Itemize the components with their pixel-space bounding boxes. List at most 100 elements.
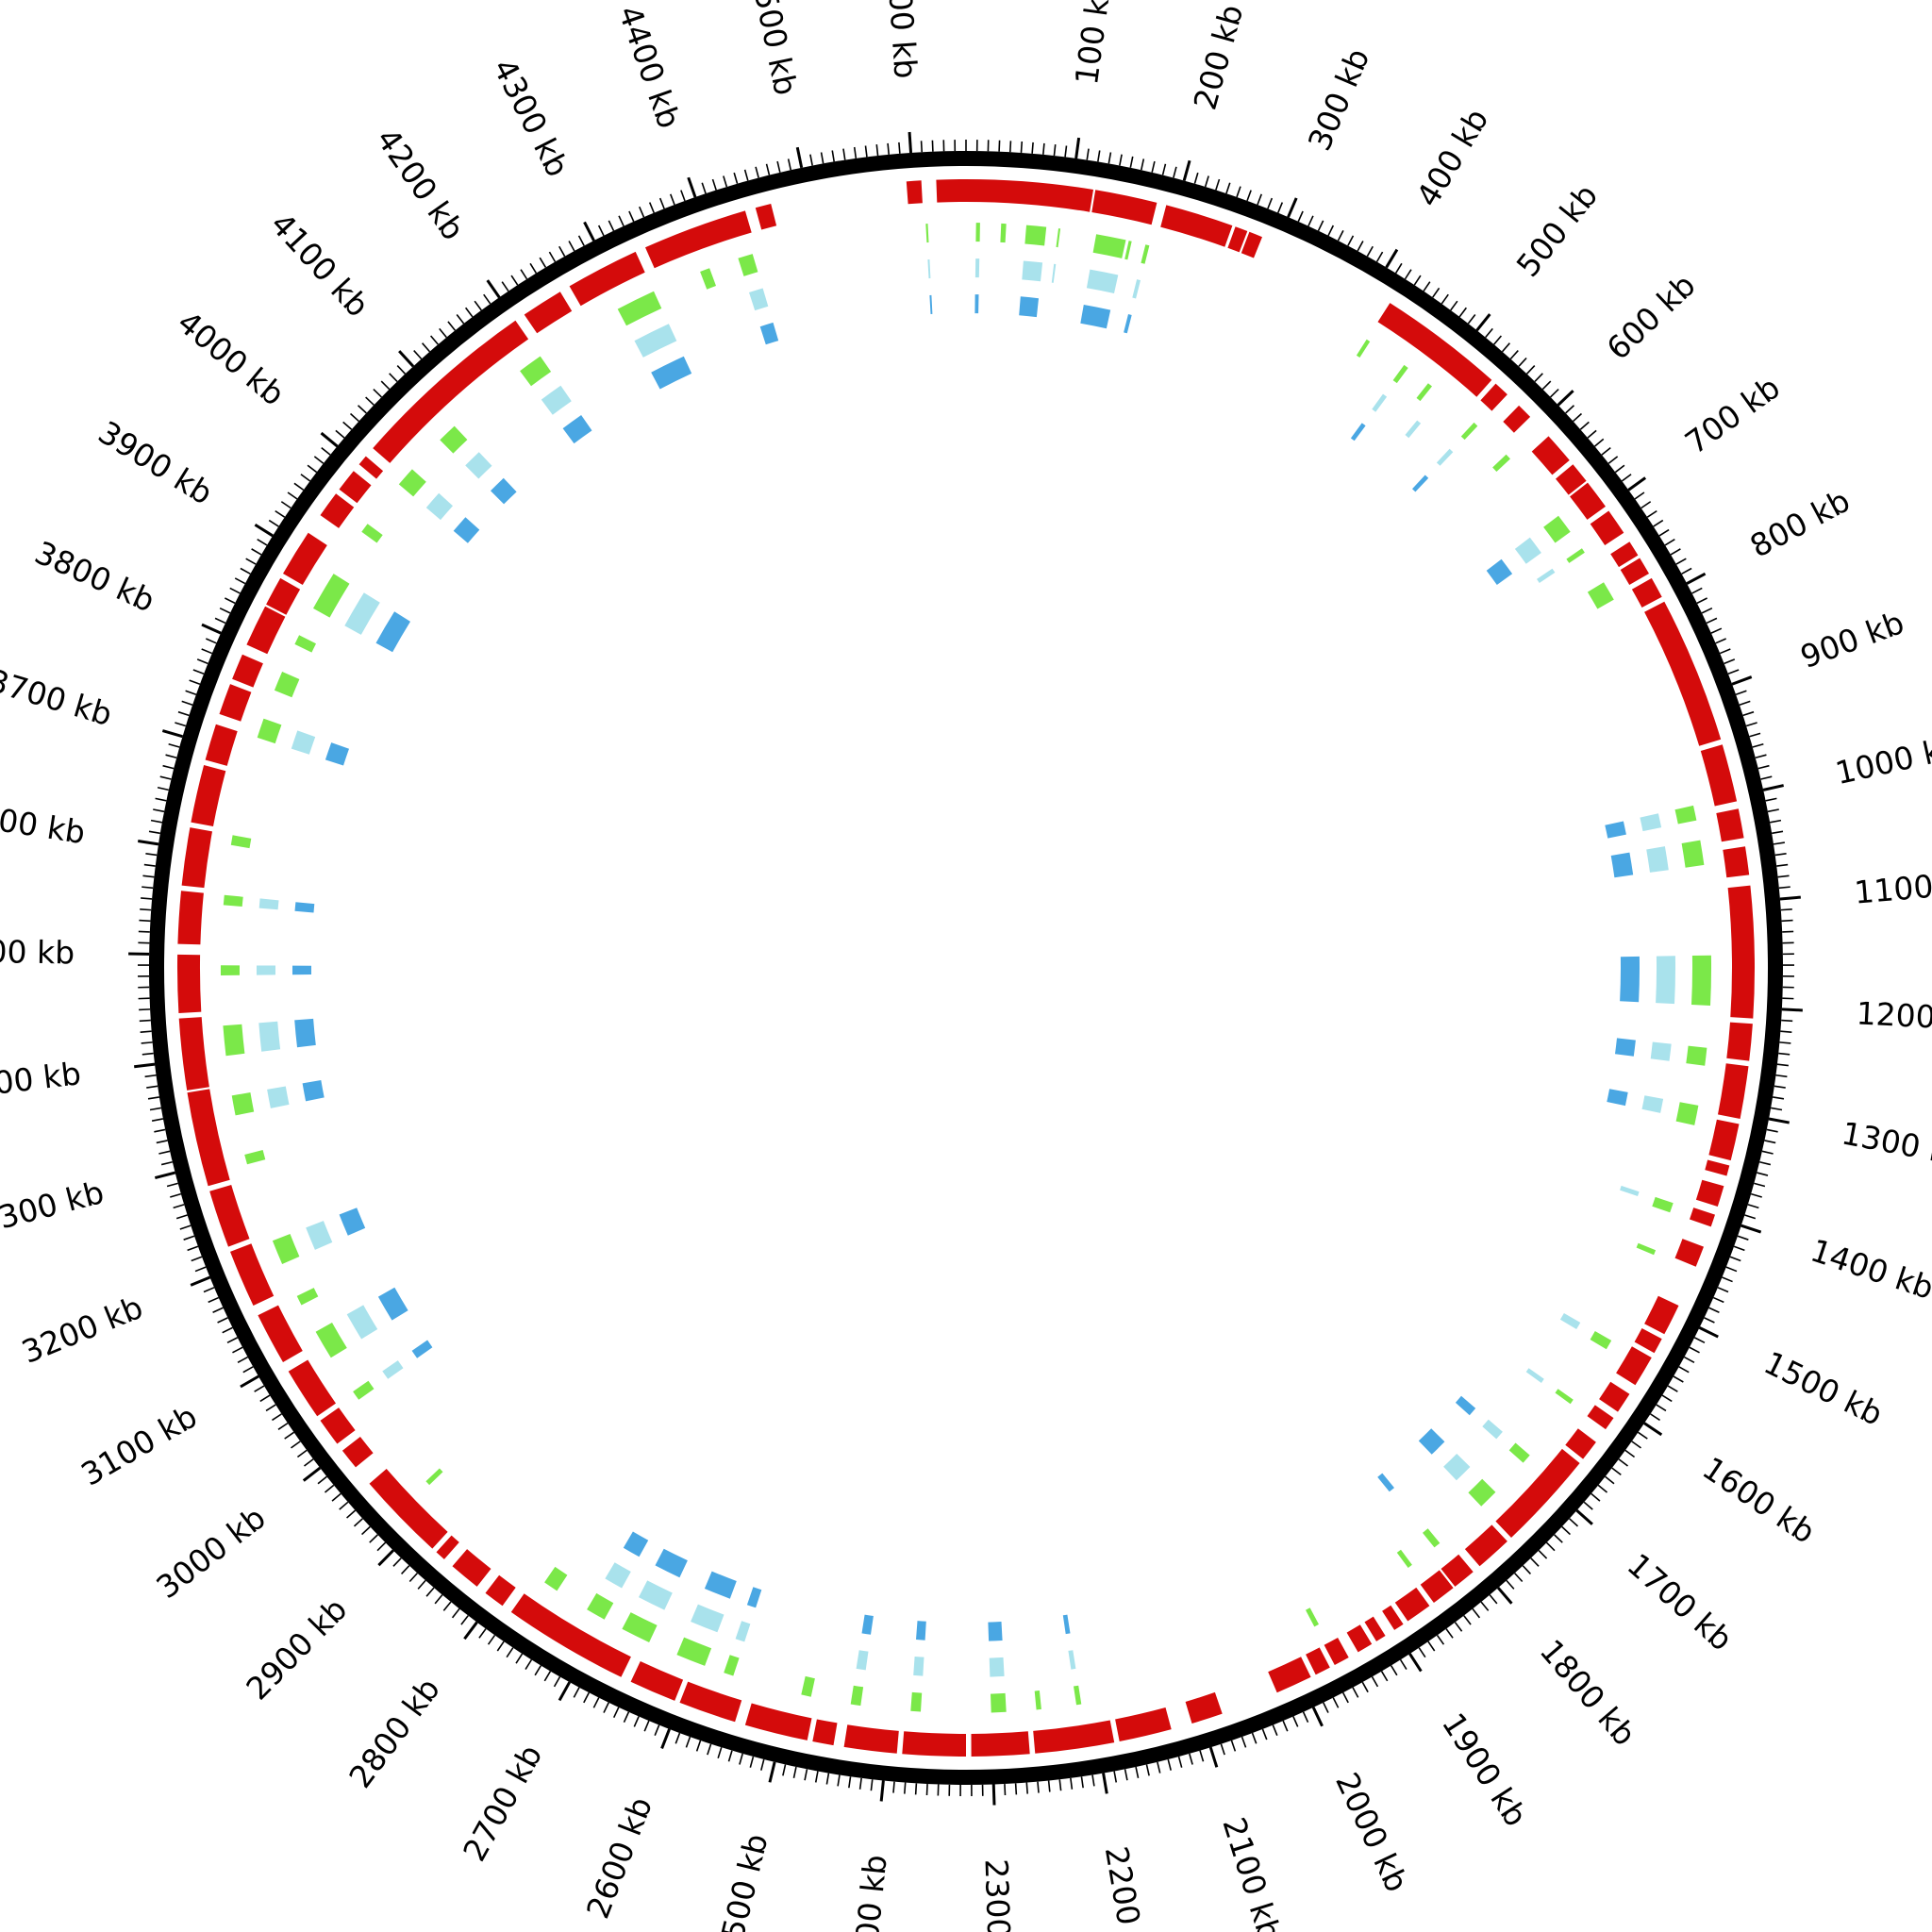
major-tick <box>768 1761 776 1783</box>
minor-tick <box>380 380 391 391</box>
major-tick <box>1768 1117 1790 1124</box>
track-1-block <box>1268 1657 1311 1693</box>
track-1-block <box>971 1731 1030 1757</box>
minor-tick <box>1767 808 1779 813</box>
track-1-block <box>1241 231 1262 258</box>
track-1-block <box>1631 577 1662 608</box>
track-2-block <box>801 1675 815 1697</box>
minor-tick <box>1774 1085 1786 1089</box>
major-tick <box>1102 1773 1108 1794</box>
major-tick <box>660 1728 671 1749</box>
tick-label: 1600 kb <box>1696 1450 1822 1551</box>
track-4-block <box>377 1287 408 1321</box>
track-1-block <box>369 1469 448 1549</box>
minor-tick <box>1246 190 1252 202</box>
major-tick <box>398 350 415 368</box>
minor-tick <box>442 1601 452 1611</box>
feature-track-1 <box>176 179 1756 1757</box>
minor-tick <box>1780 1030 1792 1033</box>
minor-tick <box>501 281 509 292</box>
minor-tick <box>1717 1287 1729 1293</box>
track-1-block <box>1570 482 1606 520</box>
minor-tick <box>496 1641 505 1652</box>
minor-tick <box>1624 1449 1636 1458</box>
minor-tick <box>474 300 482 311</box>
minor-tick <box>1742 710 1755 717</box>
minor-tick <box>1755 754 1767 759</box>
track-3-block <box>1559 1313 1581 1329</box>
track-1-block <box>755 204 777 230</box>
minor-tick <box>447 321 457 331</box>
minor-tick <box>1080 1776 1084 1789</box>
track-1-block <box>1644 601 1722 746</box>
track-1-block <box>436 1535 459 1559</box>
minor-tick <box>633 1716 640 1727</box>
minor-tick <box>809 154 813 166</box>
minor-tick <box>727 1750 733 1762</box>
major-tick <box>1781 1008 1803 1012</box>
track-1-block <box>1364 1616 1386 1641</box>
minor-tick <box>858 1777 862 1790</box>
minor-tick <box>543 1671 552 1682</box>
track-3-block <box>1640 813 1662 832</box>
tick-label: 2200 kb <box>1098 1843 1156 1932</box>
minor-tick <box>1413 275 1422 286</box>
track-3-block <box>1022 260 1043 282</box>
minor-tick <box>177 710 190 717</box>
track-1-block <box>178 1017 209 1091</box>
minor-tick <box>1710 627 1723 634</box>
track-3-block <box>749 288 769 311</box>
track-1-block <box>1700 744 1738 807</box>
track-1-block <box>744 1703 812 1740</box>
minor-tick <box>1292 1716 1299 1727</box>
minor-tick <box>156 1140 168 1144</box>
major-tick <box>154 1171 176 1180</box>
minor-tick <box>1404 269 1412 280</box>
minor-tick <box>1070 1777 1074 1790</box>
tick-label: 3200 kb <box>17 1289 148 1371</box>
minor-tick <box>1650 1413 1660 1422</box>
minor-tick <box>149 1107 161 1111</box>
minor-tick <box>1025 1782 1028 1794</box>
tick-label: 1700 kb <box>1621 1546 1740 1657</box>
track-4-block <box>861 1614 874 1635</box>
minor-tick <box>140 1030 152 1033</box>
minor-tick <box>139 919 151 923</box>
track-1-block <box>1590 510 1624 545</box>
track-2-block <box>313 574 350 618</box>
track-2-block <box>910 1691 923 1712</box>
minor-tick <box>685 1736 691 1748</box>
track-1-block <box>679 1681 742 1723</box>
minor-tick <box>451 1607 460 1619</box>
minor-tick <box>1327 225 1335 237</box>
track-2-block <box>440 425 468 454</box>
tick-label: 800 kb <box>1744 482 1857 565</box>
major-tick <box>795 146 804 169</box>
track-4-block <box>411 1340 433 1358</box>
minor-tick <box>300 474 311 482</box>
minor-tick <box>1739 700 1751 707</box>
track-1-block <box>1115 1707 1172 1741</box>
track-1-block <box>1377 303 1492 397</box>
minor-tick <box>1745 722 1757 727</box>
minor-tick <box>1554 1534 1563 1543</box>
track-1-block <box>1644 1295 1679 1335</box>
minor-tick <box>357 405 367 414</box>
track-1-block <box>246 606 286 655</box>
minor-tick <box>658 197 665 209</box>
track-1-block <box>524 291 573 334</box>
track-4-block <box>1412 475 1429 492</box>
minor-tick <box>1670 548 1681 556</box>
track-2-block <box>223 894 243 907</box>
track-1-block <box>1705 1159 1730 1176</box>
minor-tick <box>1140 158 1145 171</box>
track-2-block <box>724 1655 740 1676</box>
minor-tick <box>1091 1774 1095 1787</box>
tick-label: 4300 kb <box>486 53 576 183</box>
track-2-block <box>294 635 316 653</box>
minor-tick <box>268 519 279 527</box>
minor-tick <box>1591 1492 1601 1502</box>
major-tick <box>1686 572 1707 585</box>
minor-tick <box>1538 1549 1548 1559</box>
minor-tick <box>837 1774 841 1787</box>
